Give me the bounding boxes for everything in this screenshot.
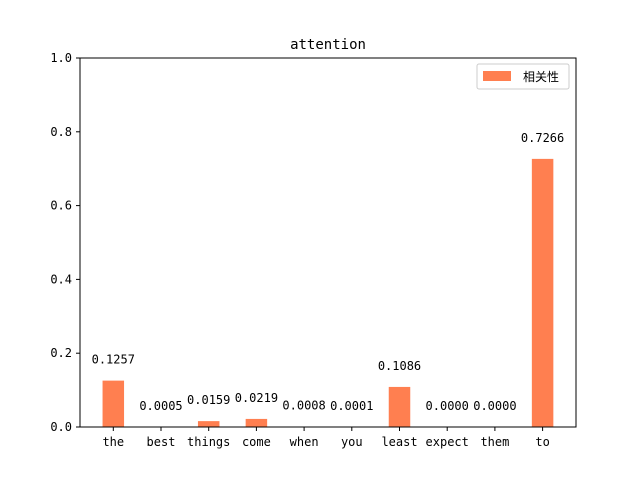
y-tick-label: 1.0 bbox=[50, 51, 72, 65]
legend-label: 相关性 bbox=[523, 70, 559, 84]
data-label-come: 0.0219 bbox=[235, 391, 278, 405]
y-tick-label: 0.8 bbox=[50, 125, 72, 139]
data-label-group: 0.1257 0.0005 0.0159 0.0219 0.0008 0.0001 0.10… bbox=[92, 131, 565, 413]
x-axis: the best things come when you least expect them t… bbox=[102, 427, 550, 449]
bar-come bbox=[245, 418, 268, 427]
data-label-the: 0.1257 bbox=[92, 353, 135, 367]
x-tick-label-expect: expect bbox=[426, 435, 469, 449]
data-label-them: 0.0000 bbox=[473, 399, 516, 413]
x-tick-label-you: you bbox=[341, 435, 363, 449]
x-tick-label-least: least bbox=[381, 435, 417, 449]
y-tick-label: 0.0 bbox=[50, 420, 72, 434]
data-label-to: 0.7266 bbox=[521, 131, 564, 145]
x-tick-label-come: come bbox=[242, 435, 271, 449]
data-label-when: 0.0008 bbox=[282, 399, 325, 413]
x-tick-label-the: the bbox=[102, 435, 124, 449]
x-tick-label-them: them bbox=[480, 435, 509, 449]
bar-to bbox=[531, 158, 554, 427]
data-label-least: 0.1086 bbox=[378, 359, 421, 373]
x-tick-label-when: when bbox=[290, 435, 319, 449]
data-label-you: 0.0001 bbox=[330, 399, 373, 413]
legend: 相关性 bbox=[476, 63, 570, 90]
data-label-best: 0.0005 bbox=[139, 399, 182, 413]
chart-title: attention bbox=[290, 37, 366, 53]
bar-things bbox=[197, 421, 220, 427]
y-tick-label: 0.4 bbox=[50, 272, 72, 286]
data-label-expect: 0.0000 bbox=[426, 399, 469, 413]
x-tick-label-to: to bbox=[535, 435, 549, 449]
plot-frame bbox=[79, 57, 577, 428]
x-tick-label-things: things bbox=[187, 435, 230, 449]
y-axis: 0.0 0.2 0.4 0.6 0.8 1.0 bbox=[50, 51, 80, 434]
bar-least bbox=[388, 386, 411, 427]
data-label-things: 0.0159 bbox=[187, 393, 230, 407]
legend-swatch bbox=[483, 71, 511, 81]
bar-the bbox=[102, 380, 125, 427]
y-tick-label: 0.6 bbox=[50, 199, 72, 213]
legend-frame bbox=[476, 63, 570, 90]
bar-group bbox=[102, 158, 554, 427]
x-tick-label-best: best bbox=[147, 435, 176, 449]
y-tick-label: 0.2 bbox=[50, 346, 72, 360]
